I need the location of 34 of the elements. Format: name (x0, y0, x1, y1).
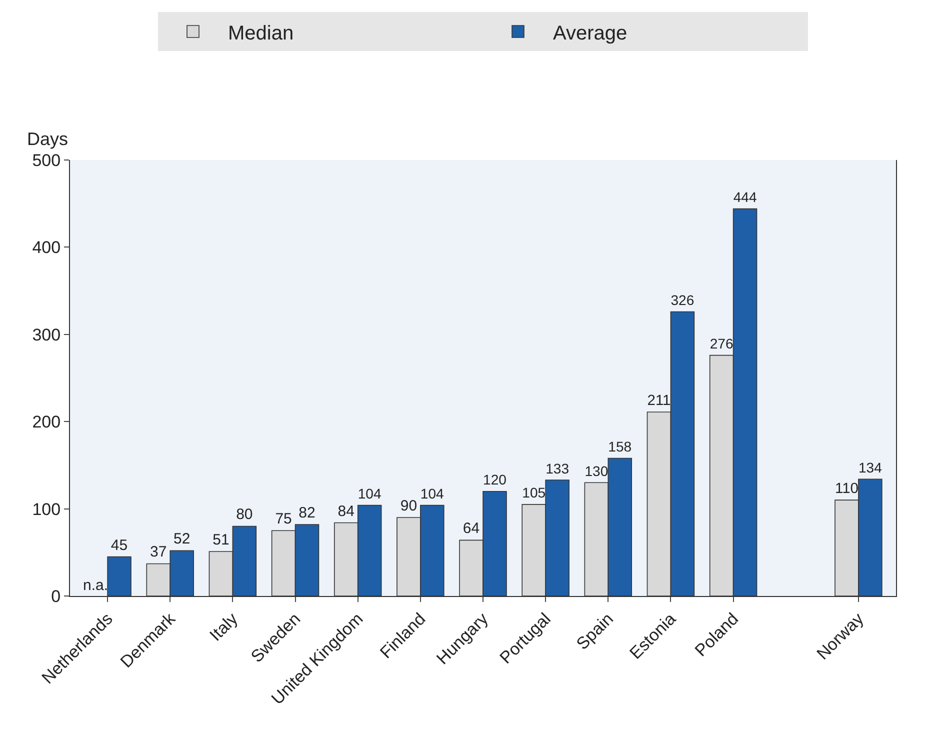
text: n.a. (83, 577, 108, 594)
data-label: 45 (110, 536, 128, 554)
legend-label: Average (553, 22, 628, 44)
data-label: 158 (608, 438, 632, 454)
data-label: 104 (420, 486, 444, 502)
data-label: 134 (858, 459, 882, 476)
data-label: 326 (670, 292, 694, 308)
y-tick-label: 300 (32, 325, 61, 344)
y-tick-label: 500 (32, 150, 61, 170)
data-label: 64 (462, 520, 480, 538)
data-label: 90 (400, 498, 418, 515)
data-label: 133 (546, 460, 570, 476)
data-label: 52 (174, 530, 190, 548)
legend-label: Median (228, 22, 294, 44)
data-label: 51 (212, 532, 230, 549)
y-tick-label: 100 (32, 500, 61, 519)
data-label: 444 (733, 189, 757, 206)
y-tick-label: 400 (32, 238, 61, 258)
y-tick-label: 200 (32, 412, 61, 432)
data-label: 80 (236, 506, 253, 524)
data-label: 37 (150, 544, 167, 561)
y-axis-title: Days (27, 129, 68, 149)
data-label: 120 (483, 472, 507, 488)
data-label: 82 (298, 504, 316, 522)
data-label: 75 (275, 510, 292, 528)
data-label: 211 (647, 393, 671, 410)
data-label: 84 (338, 502, 354, 520)
y-tick-label: 0 (51, 586, 61, 606)
data-label: 105 (522, 484, 546, 501)
x-tick-label: Italy (206, 608, 242, 645)
data-label: 104 (358, 486, 382, 502)
data-label: 276 (710, 336, 734, 352)
data-label: 110 (834, 481, 858, 498)
data-label: 130 (584, 462, 608, 479)
